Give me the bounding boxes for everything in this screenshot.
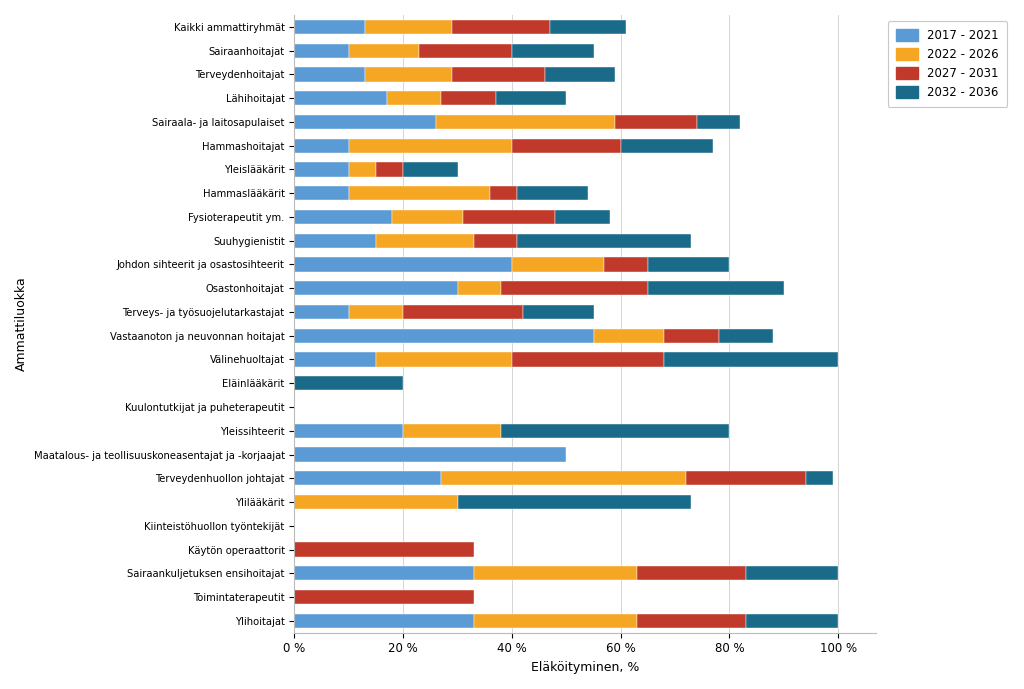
Bar — [295, 471, 441, 486]
Bar — [295, 542, 474, 557]
Bar — [436, 115, 615, 129]
Bar — [545, 68, 615, 81]
Bar — [637, 614, 745, 628]
Bar — [463, 210, 555, 224]
Bar — [349, 43, 420, 58]
Bar — [453, 68, 545, 81]
Bar — [501, 424, 729, 438]
Bar — [686, 471, 806, 486]
Bar — [376, 352, 512, 367]
Bar — [490, 186, 517, 200]
Bar — [295, 590, 474, 604]
Bar — [474, 614, 637, 628]
Bar — [648, 281, 783, 296]
Bar — [458, 495, 691, 509]
Bar — [295, 305, 349, 319]
Bar — [496, 91, 566, 105]
Bar — [512, 43, 594, 58]
Bar — [295, 495, 458, 509]
Bar — [366, 68, 453, 81]
Bar — [604, 257, 648, 271]
Bar — [295, 210, 392, 224]
Bar — [665, 352, 839, 367]
Bar — [555, 210, 610, 224]
Bar — [665, 329, 719, 343]
Bar — [295, 91, 387, 105]
Bar — [295, 163, 349, 176]
Bar — [719, 329, 773, 343]
Bar — [403, 305, 523, 319]
Bar — [512, 352, 665, 367]
Legend: 2017 - 2021, 2022 - 2026, 2027 - 2031, 2032 - 2036: 2017 - 2021, 2022 - 2026, 2027 - 2031, 2… — [888, 21, 1007, 107]
Bar — [349, 305, 403, 319]
Bar — [295, 115, 436, 129]
Bar — [517, 234, 691, 248]
Bar — [295, 614, 474, 628]
Bar — [295, 68, 366, 81]
Bar — [550, 20, 626, 34]
Bar — [295, 566, 474, 580]
Bar — [501, 281, 648, 296]
Bar — [512, 138, 621, 153]
Bar — [517, 186, 588, 200]
Bar — [458, 281, 501, 296]
Bar — [594, 329, 665, 343]
Bar — [295, 257, 512, 271]
Bar — [376, 234, 474, 248]
Bar — [392, 210, 463, 224]
Bar — [441, 91, 496, 105]
Bar — [403, 424, 501, 438]
Bar — [295, 234, 376, 248]
Bar — [745, 566, 839, 580]
Bar — [648, 257, 729, 271]
Bar — [615, 115, 697, 129]
Bar — [745, 614, 839, 628]
Bar — [295, 186, 349, 200]
Bar — [387, 91, 441, 105]
Bar — [295, 43, 349, 58]
Bar — [453, 20, 550, 34]
Bar — [512, 257, 604, 271]
Bar — [349, 138, 512, 153]
Bar — [366, 20, 453, 34]
Bar — [295, 329, 594, 343]
Bar — [376, 163, 403, 176]
Bar — [474, 234, 517, 248]
Bar — [806, 471, 833, 486]
Bar — [295, 20, 366, 34]
Bar — [295, 424, 403, 438]
Bar — [349, 163, 376, 176]
Bar — [295, 281, 458, 296]
Bar — [637, 566, 745, 580]
Y-axis label: Ammattiluokka: Ammattiluokka — [15, 276, 28, 371]
Bar — [441, 471, 686, 486]
Bar — [295, 138, 349, 153]
Bar — [403, 163, 458, 176]
Bar — [295, 447, 566, 462]
Bar — [295, 376, 403, 391]
Bar — [474, 566, 637, 580]
X-axis label: Eläköityminen, %: Eläköityminen, % — [531, 661, 640, 674]
Bar — [697, 115, 740, 129]
Bar — [523, 305, 594, 319]
Bar — [295, 352, 376, 367]
Bar — [621, 138, 713, 153]
Bar — [349, 186, 490, 200]
Bar — [420, 43, 512, 58]
